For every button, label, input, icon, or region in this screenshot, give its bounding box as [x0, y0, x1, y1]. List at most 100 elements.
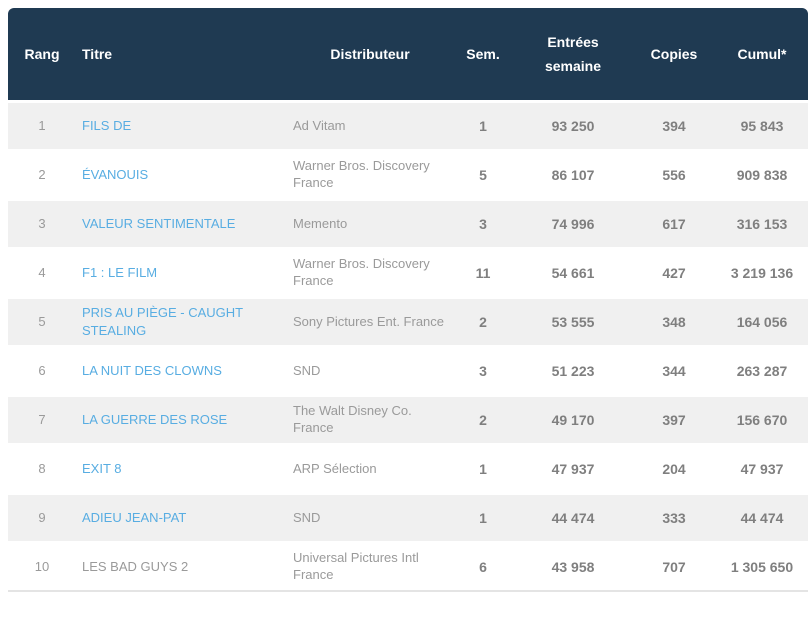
cumulative-cell: 95 843 — [716, 100, 808, 149]
copies-cell: 348 — [632, 296, 716, 345]
weeks-cell: 2 — [452, 296, 514, 345]
copies-cell: 617 — [632, 198, 716, 247]
table-row: 2 ÉVANOUIS Warner Bros. Discovery France… — [8, 149, 808, 198]
distributor-cell: Warner Bros. Discovery France — [288, 247, 452, 296]
distributor-cell: Universal Pictures Intl France — [288, 541, 452, 590]
copies-cell: 394 — [632, 100, 716, 149]
distributor-cell: Ad Vitam — [288, 100, 452, 149]
weekly-admissions-cell: 44 474 — [514, 492, 632, 541]
column-header-rang: Rang — [8, 8, 76, 100]
box-office-table-container: Rang Titre Distributeur Sem. Entrées sem… — [8, 8, 808, 592]
copies-cell: 344 — [632, 345, 716, 394]
weeks-cell: 3 — [452, 345, 514, 394]
weekly-admissions-cell: 53 555 — [514, 296, 632, 345]
cumulative-cell: 156 670 — [716, 394, 808, 443]
title-link[interactable]: ÉVANOUIS — [82, 167, 149, 183]
header-row: Rang Titre Distributeur Sem. Entrées sem… — [8, 8, 808, 100]
copies-cell: 397 — [632, 394, 716, 443]
title-cell: PRIS AU PIÈGE - CAUGHT STEALING — [76, 296, 288, 345]
weeks-cell: 1 — [452, 100, 514, 149]
weeks-cell: 3 — [452, 198, 514, 247]
rank-cell: 2 — [8, 149, 76, 198]
rank-cell: 5 — [8, 296, 76, 345]
distributor-cell: Warner Bros. Discovery France — [288, 149, 452, 198]
cumulative-cell: 47 937 — [716, 443, 808, 492]
table-body: 1 FILS DE Ad Vitam 1 93 250 394 95 843 2… — [8, 100, 808, 590]
weekly-admissions-cell: 43 958 — [514, 541, 632, 590]
cumulative-cell: 909 838 — [716, 149, 808, 198]
weekly-admissions-cell: 93 250 — [514, 100, 632, 149]
title-cell: FILS DE — [76, 100, 288, 149]
column-header-titre: Titre — [76, 8, 288, 100]
copies-cell: 427 — [632, 247, 716, 296]
title-link[interactable]: LA GUERRE DES ROSE — [82, 412, 228, 428]
copies-cell: 204 — [632, 443, 716, 492]
box-office-table: Rang Titre Distributeur Sem. Entrées sem… — [8, 8, 808, 592]
cumulative-cell: 316 153 — [716, 198, 808, 247]
table-row: 8 EXIT 8 ARP Sélection 1 47 937 204 47 9… — [8, 443, 808, 492]
rank-cell: 4 — [8, 247, 76, 296]
title-cell: LES BAD GUYS 2 — [76, 541, 288, 590]
title-cell: LA GUERRE DES ROSE — [76, 394, 288, 443]
title-link[interactable]: LA NUIT DES CLOWNS — [82, 363, 222, 379]
table-row: 9 ADIEU JEAN-PAT SND 1 44 474 333 44 474 — [8, 492, 808, 541]
table-row: 3 VALEUR SENTIMENTALE Memento 3 74 996 6… — [8, 198, 808, 247]
title-cell: F1 : LE FILM — [76, 247, 288, 296]
title-link[interactable]: F1 : LE FILM — [82, 265, 158, 281]
column-header-distributeur: Distributeur — [288, 8, 452, 100]
rank-cell: 1 — [8, 100, 76, 149]
title-cell: ÉVANOUIS — [76, 149, 288, 198]
column-header-sem: Sem. — [452, 8, 514, 100]
rank-cell: 3 — [8, 198, 76, 247]
title-link[interactable]: VALEUR SENTIMENTALE — [82, 216, 236, 232]
table-row: 6 LA NUIT DES CLOWNS SND 3 51 223 344 26… — [8, 345, 808, 394]
rank-cell: 10 — [8, 541, 76, 590]
copies-cell: 556 — [632, 149, 716, 198]
column-header-copies: Copies — [632, 8, 716, 100]
weekly-admissions-cell: 54 661 — [514, 247, 632, 296]
cumulative-cell: 1 305 650 — [716, 541, 808, 590]
distributor-cell: Sony Pictures Ent. France — [288, 296, 452, 345]
weeks-cell: 5 — [452, 149, 514, 198]
table-row: 10 LES BAD GUYS 2 Universal Pictures Int… — [8, 541, 808, 590]
copies-cell: 707 — [632, 541, 716, 590]
distributor-cell: SND — [288, 492, 452, 541]
weekly-admissions-cell: 49 170 — [514, 394, 632, 443]
cumulative-cell: 164 056 — [716, 296, 808, 345]
cumulative-cell: 44 474 — [716, 492, 808, 541]
title-link[interactable]: FILS DE — [82, 118, 132, 134]
rank-cell: 9 — [8, 492, 76, 541]
cumulative-cell: 3 219 136 — [716, 247, 808, 296]
title-link[interactable]: EXIT 8 — [82, 461, 122, 477]
weekly-admissions-cell: 47 937 — [514, 443, 632, 492]
distributor-cell: ARP Sélection — [288, 443, 452, 492]
table-row: 5 PRIS AU PIÈGE - CAUGHT STEALING Sony P… — [8, 296, 808, 345]
title-link: LES BAD GUYS 2 — [82, 559, 189, 575]
rank-cell: 6 — [8, 345, 76, 394]
title-link[interactable]: PRIS AU PIÈGE - CAUGHT STEALING — [82, 305, 243, 338]
title-cell: EXIT 8 — [76, 443, 288, 492]
weeks-cell: 2 — [452, 394, 514, 443]
table-row: 1 FILS DE Ad Vitam 1 93 250 394 95 843 — [8, 100, 808, 149]
copies-cell: 333 — [632, 492, 716, 541]
weeks-cell: 11 — [452, 247, 514, 296]
weekly-admissions-cell: 51 223 — [514, 345, 632, 394]
weeks-cell: 6 — [452, 541, 514, 590]
column-header-cumul: Cumul* — [716, 8, 808, 100]
weekly-admissions-cell: 74 996 — [514, 198, 632, 247]
cumulative-cell: 263 287 — [716, 345, 808, 394]
rank-cell: 8 — [8, 443, 76, 492]
title-cell: LA NUIT DES CLOWNS — [76, 345, 288, 394]
rank-cell: 7 — [8, 394, 76, 443]
title-cell: VALEUR SENTIMENTALE — [76, 198, 288, 247]
weekly-admissions-cell: 86 107 — [514, 149, 632, 198]
column-header-entrees: Entrées semaine — [514, 8, 632, 100]
table-row: 7 LA GUERRE DES ROSE The Walt Disney Co.… — [8, 394, 808, 443]
table-header: Rang Titre Distributeur Sem. Entrées sem… — [8, 8, 808, 100]
title-link[interactable]: ADIEU JEAN-PAT — [82, 510, 187, 526]
distributor-cell: SND — [288, 345, 452, 394]
distributor-cell: The Walt Disney Co. France — [288, 394, 452, 443]
title-cell: ADIEU JEAN-PAT — [76, 492, 288, 541]
weeks-cell: 1 — [452, 443, 514, 492]
table-row: 4 F1 : LE FILM Warner Bros. Discovery Fr… — [8, 247, 808, 296]
